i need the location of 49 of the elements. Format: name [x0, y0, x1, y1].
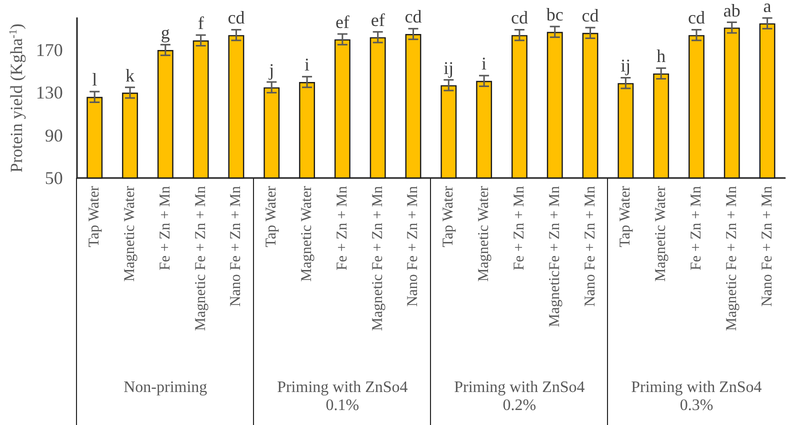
- y-axis-title: Protein yield (Kgha-1): [7, 24, 26, 172]
- data-label: bc: [546, 4, 564, 25]
- y-tick-label: 50: [44, 168, 63, 188]
- data-label: cd: [228, 8, 245, 28]
- data-label: k: [126, 65, 135, 86]
- x-tick-label: Magnetic Fe + Zn + Mn: [370, 186, 386, 331]
- x-tick-label: Tap Water: [86, 186, 103, 248]
- data-label: i: [304, 54, 310, 75]
- data-label: ef: [370, 10, 385, 30]
- y-tick-label: 170: [36, 40, 63, 60]
- y-tick-label: 90: [44, 125, 63, 146]
- x-tick-label: Nano Fe + Zn + Mn: [228, 186, 244, 307]
- data-label: i: [482, 54, 487, 74]
- x-tick-label: Nano Fe + Zn + Mn: [582, 186, 598, 307]
- data-label: cd: [510, 8, 528, 28]
- x-tick-label: Fe + Zn + Mn: [688, 186, 704, 270]
- x-tick-label: MagneticFe + Zn + Mn: [546, 186, 563, 328]
- data-label: cd: [688, 8, 705, 28]
- text: Priming with ZnSo4 0.1%: [276, 379, 409, 415]
- x-tick-label: Magnetic Water: [299, 186, 316, 282]
- x-tick-label: Magnetic Fe + Zn + Mn: [192, 186, 209, 331]
- y-tick-label: 130: [36, 82, 63, 103]
- data-label: cd: [582, 6, 599, 26]
- x-tick-label: Tap Water: [264, 186, 280, 248]
- data-label: g: [160, 22, 170, 43]
- data-label: a: [763, 0, 772, 16]
- x-tick-label: Fe + Zn + Mn: [157, 186, 174, 270]
- x-tick-label: Fe + Zn + Mn: [511, 186, 528, 270]
- data-label: ij: [444, 58, 454, 78]
- data-label: ab: [723, 0, 740, 20]
- x-tick-label: Nano Fe + Zn + Mn: [759, 186, 776, 307]
- text: Non-priming: [122, 379, 208, 397]
- data-label: f: [198, 13, 204, 34]
- data-label: j: [268, 60, 274, 80]
- text: Priming with ZnSo4 0.3%: [630, 379, 763, 415]
- x-tick-label: Magnetic Water: [476, 186, 492, 282]
- data-label: ef: [335, 12, 350, 32]
- x-tick-label: Fe + Zn + Mn: [334, 186, 350, 270]
- x-tick-label: Nano Fe + Zn + Mn: [405, 186, 422, 307]
- x-tick-label: Magnetic Fe + Zn + Mn: [724, 186, 740, 331]
- data-label: ij: [620, 56, 631, 76]
- data-label: cd: [404, 6, 422, 27]
- data-label: l: [92, 70, 98, 90]
- x-tick-label: Tap Water: [440, 186, 457, 248]
- x-tick-label: Magnetic Water: [122, 186, 138, 282]
- x-tick-label: Magnetic Water: [653, 186, 670, 282]
- data-label: h: [656, 46, 666, 66]
- text: Priming with ZnSo4 0.2%: [453, 379, 586, 415]
- x-tick-label: Tap Water: [618, 186, 634, 248]
